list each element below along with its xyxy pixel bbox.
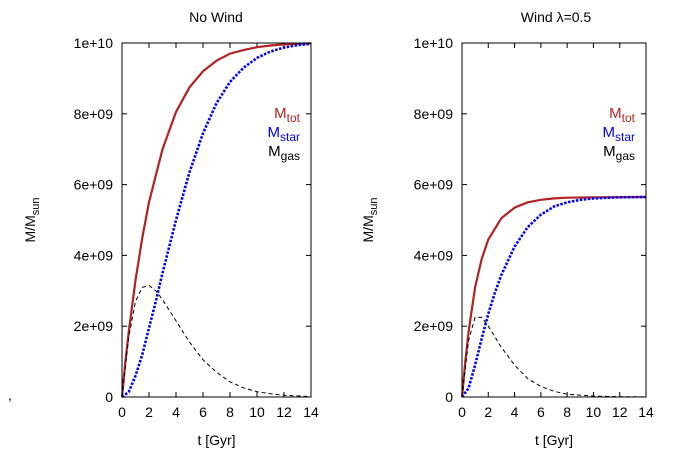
x-axis-label: t [Gyr] xyxy=(535,432,573,448)
x-tick-label: 4 xyxy=(172,404,180,420)
x-axis-label: t [Gyr] xyxy=(197,432,235,448)
x-tick-label: 4 xyxy=(511,404,519,420)
chart-panel-2: Wind λ=0.5 0 2 4 6 8 10 12 14 0 2e+09 4e+09 6e+09 8e+… xyxy=(360,9,654,448)
y-tick-label: 6e+09 xyxy=(414,177,454,193)
y-tick-label: 2e+09 xyxy=(414,318,454,334)
x-tick-label: 8 xyxy=(226,404,234,420)
series-line-tot xyxy=(120,42,312,398)
x-tick-label: 12 xyxy=(276,404,292,420)
legend-entry-star: Mstar xyxy=(267,124,300,144)
y-tick-label: 1e+10 xyxy=(74,35,114,51)
y-tick-label: 1e+10 xyxy=(414,35,454,51)
legend-entry-gas: Mgas xyxy=(603,143,635,163)
y-tick-label: 6e+09 xyxy=(74,177,114,193)
x-tick-label: 10 xyxy=(586,404,602,420)
chart-title: Wind λ=0.5 xyxy=(521,9,592,25)
series-line-star xyxy=(460,195,647,398)
x-tick-label: 14 xyxy=(303,404,319,420)
x-tick-label: 0 xyxy=(458,404,466,420)
x-tick-label: 0 xyxy=(118,404,126,420)
plot-frame xyxy=(461,42,647,398)
series-line-gas xyxy=(461,316,647,398)
chart-panel-1: No Wind 0 2 4 6 8 10 12 14 0 2e+09 4e+09 6e+09 8e+09 1… xyxy=(22,9,319,448)
series-line-tot xyxy=(460,195,647,398)
legend-entry-gas: Mgas xyxy=(268,143,300,163)
y-tick-label: 0 xyxy=(445,389,453,405)
stray-comma: , xyxy=(8,387,12,403)
y-axis-label: M/Msun xyxy=(22,198,42,243)
y-tick-label: 2e+09 xyxy=(74,318,114,334)
chart-title: No Wind xyxy=(189,9,243,25)
x-tick-label: 12 xyxy=(612,404,628,420)
y-axis-label: M/Msun xyxy=(360,198,380,243)
legend-entry-tot: Mtot xyxy=(274,105,301,125)
x-tick-label: 8 xyxy=(563,404,571,420)
y-tick-label: 8e+09 xyxy=(414,106,454,122)
series-line-star xyxy=(121,42,312,399)
y-tick-label: 4e+09 xyxy=(414,247,454,263)
x-tick-label: 14 xyxy=(638,404,654,420)
legend-entry-star: Mstar xyxy=(602,124,635,144)
series-line-gas xyxy=(121,284,312,398)
x-tick-label: 6 xyxy=(537,404,545,420)
x-tick-label: 2 xyxy=(145,404,153,420)
y-tick-label: 0 xyxy=(105,389,113,405)
y-tick-label: 4e+09 xyxy=(74,247,114,263)
legend-entry-tot: Mtot xyxy=(609,105,636,125)
y-tick-label: 8e+09 xyxy=(74,106,114,122)
plot-frame xyxy=(121,42,312,398)
x-tick-label: 6 xyxy=(199,404,207,420)
x-tick-label: 2 xyxy=(484,404,492,420)
x-tick-label: 10 xyxy=(249,404,265,420)
